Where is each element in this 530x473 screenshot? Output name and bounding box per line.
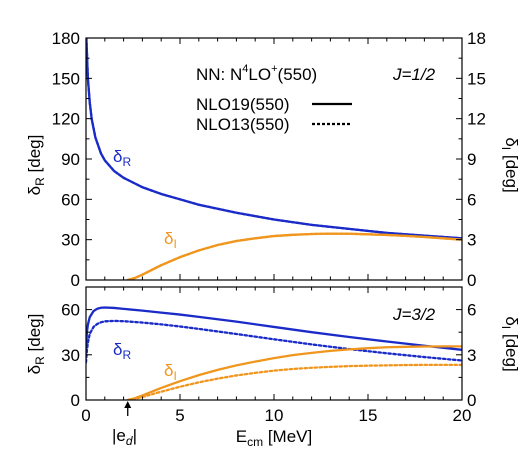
bot-right-tick-label: 3: [467, 346, 476, 365]
top-right-tick-label: 3: [467, 231, 476, 250]
top-panel: 0 30 60 90 120 150 180 0 3 6 9 12 15 18 δR [deg] δI …: [25, 29, 521, 290]
top-left-tick-labels: 0 30 60 90 120 150 180: [52, 29, 80, 290]
top-left-tick-label: 60: [61, 190, 80, 209]
bottom-left-axis-title: δR [deg]: [25, 314, 47, 375]
bot-series-3-orange-dotted: [126, 363, 462, 400]
top-left-tick-label: 90: [61, 150, 80, 169]
bot-series-2-orange-solid: [126, 345, 462, 400]
top-left-tick-label: 150: [52, 69, 80, 88]
bot-left-tick-label: 30: [61, 346, 80, 365]
ed-label: |ed|: [112, 426, 137, 448]
top-right-tick-label: 18: [467, 29, 486, 48]
bottom-delta-r-label: δR: [113, 340, 131, 362]
bot-right-tick-label: 6: [467, 301, 476, 320]
bot-series-1-blue-dotted: [86, 319, 462, 364]
top-right-axis-title: δI [deg]: [499, 137, 521, 192]
x-tick-label: 20: [453, 406, 472, 425]
top-series-1-blue-dotted: [86, 38, 462, 240]
bottom-right-axis-title: δI [deg]: [499, 316, 521, 371]
top-left-tick-label: 180: [52, 29, 80, 48]
top-right-tick-label: 6: [467, 190, 476, 209]
top-left-tick-label: 120: [52, 110, 80, 129]
top-right-tick-label: 15: [467, 69, 486, 88]
bot-left-tick-label: 60: [61, 301, 80, 320]
ed-marker: [124, 401, 132, 416]
x-tick-label: 0: [81, 406, 90, 425]
interaction-label: NN: N4LO+(550): [196, 63, 317, 84]
bottom-curves: [86, 306, 462, 400]
top-delta-i-label: δI: [164, 229, 177, 251]
top-right-tick-label: 9: [467, 150, 476, 169]
bottom-delta-i-label: δI: [164, 361, 177, 383]
j-label-top: J=1/2: [392, 65, 436, 84]
bottom-left-tick-labels: 0 30 60: [61, 301, 80, 410]
top-right-tick-label: 12: [467, 110, 486, 129]
x-tick-label: 5: [175, 406, 184, 425]
x-tick-label: 15: [359, 406, 378, 425]
top-ticks: [85, 37, 463, 281]
bot-right-tick-label: 0: [467, 391, 476, 410]
top-delta-r-label: δR: [113, 147, 131, 169]
bottom-panel: 0 30 60 0 3 6 0 5 10 15 20 δR [deg] δI [deg] J=3…: [25, 286, 521, 449]
bottom-ticks: [85, 286, 463, 401]
bottom-right-tick-labels: 0 3 6: [467, 301, 476, 410]
legend-entry-nlo13: NLO13(550): [196, 115, 290, 134]
top-series-3-orange-dotted: [126, 232, 462, 280]
bot-series-0-blue-solid: [86, 306, 462, 352]
x-axis-title: Ecm [MeV]: [236, 427, 312, 449]
top-left-axis-title: δR [deg]: [25, 135, 47, 196]
x-tick-labels: 0 5 10 15 20: [81, 406, 471, 425]
top-curves: [86, 38, 462, 280]
top-right-tick-label: 0: [467, 271, 476, 290]
x-tick-label: 10: [265, 406, 284, 425]
top-right-tick-labels: 0 3 6 9 12 15 18: [467, 29, 486, 290]
top-left-tick-label: 0: [71, 271, 80, 290]
legend-entry-nlo19: NLO19(550): [196, 95, 290, 114]
bot-left-tick-label: 0: [71, 391, 80, 410]
top-left-tick-label: 30: [61, 231, 80, 250]
j-label-bottom: J=3/2: [392, 305, 436, 324]
ed-arrow-head: [124, 401, 132, 408]
